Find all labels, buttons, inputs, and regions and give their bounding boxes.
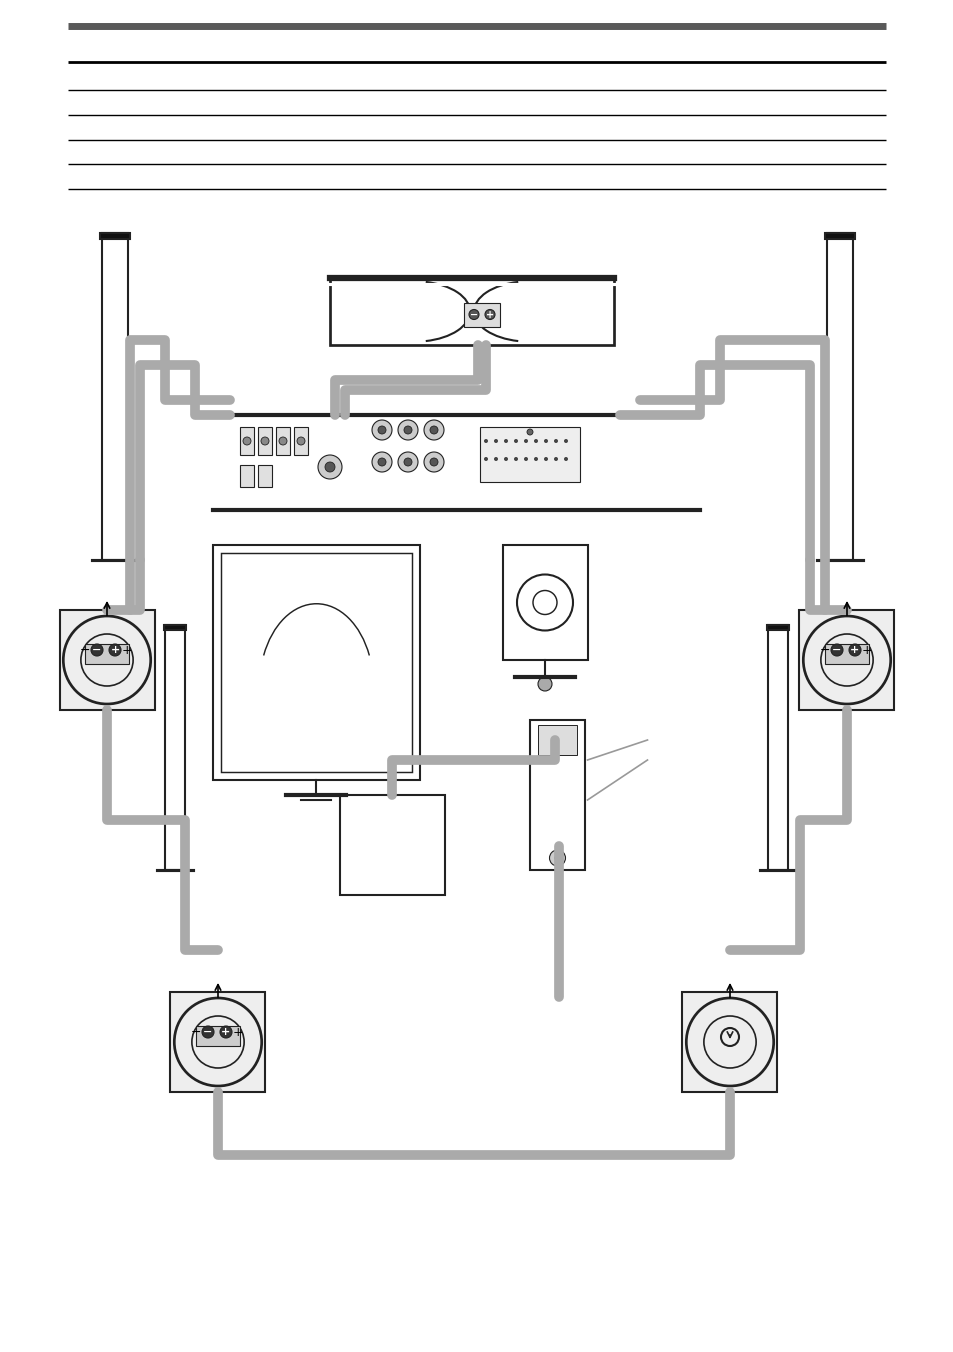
Circle shape — [523, 457, 527, 461]
Bar — [240, 427, 253, 456]
Circle shape — [543, 439, 547, 443]
Text: −: − — [470, 310, 477, 319]
Bar — [463, 303, 499, 326]
Circle shape — [537, 677, 552, 691]
Circle shape — [423, 452, 443, 472]
Circle shape — [526, 429, 533, 435]
Bar — [826, 233, 852, 560]
Circle shape — [514, 457, 517, 461]
Bar — [824, 644, 868, 664]
Circle shape — [372, 420, 392, 439]
Circle shape — [549, 850, 565, 867]
Circle shape — [202, 1026, 213, 1038]
Text: −: − — [203, 1028, 213, 1037]
Text: −: − — [831, 645, 841, 654]
Circle shape — [554, 439, 558, 443]
Bar — [213, 545, 419, 780]
Circle shape — [483, 439, 488, 443]
Bar — [294, 427, 308, 456]
Circle shape — [469, 310, 478, 319]
Bar — [537, 725, 577, 754]
Bar — [530, 721, 584, 869]
Bar — [100, 233, 130, 239]
Bar — [102, 233, 128, 560]
Text: +: + — [861, 644, 871, 657]
Circle shape — [543, 457, 547, 461]
Circle shape — [325, 462, 335, 472]
Circle shape — [278, 437, 287, 445]
Circle shape — [514, 439, 517, 443]
Circle shape — [430, 426, 437, 434]
Circle shape — [523, 439, 527, 443]
Circle shape — [372, 452, 392, 472]
Bar — [681, 992, 777, 1092]
Circle shape — [483, 457, 488, 461]
Text: +: + — [849, 645, 859, 654]
Bar — [799, 610, 894, 710]
Bar — [479, 427, 579, 483]
Bar — [221, 553, 412, 772]
Circle shape — [423, 420, 443, 439]
Circle shape — [109, 644, 121, 656]
Circle shape — [91, 644, 103, 656]
Circle shape — [494, 457, 497, 461]
Circle shape — [397, 420, 417, 439]
Bar — [766, 625, 788, 630]
Bar — [339, 795, 444, 895]
Circle shape — [220, 1026, 232, 1038]
Text: −: − — [92, 645, 102, 654]
Circle shape — [484, 310, 495, 319]
Bar — [257, 427, 272, 456]
Circle shape — [563, 439, 567, 443]
Text: +: + — [122, 644, 132, 657]
Text: +: + — [485, 310, 494, 319]
Circle shape — [503, 457, 507, 461]
Circle shape — [377, 426, 386, 434]
Bar — [502, 545, 587, 660]
Bar — [171, 992, 265, 1092]
Circle shape — [261, 437, 269, 445]
Bar — [59, 610, 154, 710]
Bar — [195, 1026, 240, 1046]
Circle shape — [243, 437, 251, 445]
Bar — [85, 644, 129, 664]
Circle shape — [534, 439, 537, 443]
Circle shape — [848, 644, 861, 656]
Text: +: + — [233, 1026, 243, 1038]
Text: −: − — [191, 1026, 201, 1038]
Circle shape — [503, 439, 507, 443]
Bar — [165, 625, 185, 869]
Bar — [240, 465, 253, 487]
Text: −: − — [819, 644, 829, 657]
Bar — [767, 625, 787, 869]
Bar — [164, 625, 186, 630]
Circle shape — [296, 437, 305, 445]
Circle shape — [430, 458, 437, 466]
Circle shape — [397, 452, 417, 472]
Bar — [330, 279, 614, 345]
Text: −: − — [80, 644, 91, 657]
Bar — [824, 233, 854, 239]
Bar — [257, 465, 272, 487]
Circle shape — [317, 456, 341, 479]
Text: +: + — [221, 1028, 231, 1037]
Circle shape — [554, 854, 560, 861]
Circle shape — [403, 458, 412, 466]
Circle shape — [494, 439, 497, 443]
Circle shape — [563, 457, 567, 461]
Circle shape — [403, 426, 412, 434]
Bar — [275, 427, 290, 456]
Circle shape — [534, 457, 537, 461]
Circle shape — [830, 644, 842, 656]
Text: +: + — [111, 645, 119, 654]
Circle shape — [554, 457, 558, 461]
Circle shape — [377, 458, 386, 466]
